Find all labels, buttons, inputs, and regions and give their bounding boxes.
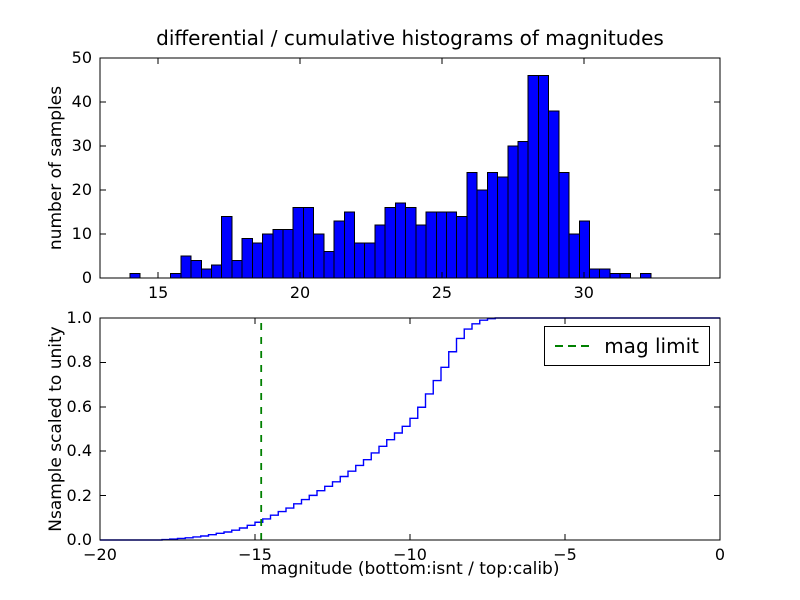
- histogram-bar: [180, 255, 192, 279]
- bottom-axes-y-tick-label: 0.4: [66, 441, 92, 461]
- histogram-bar: [517, 141, 529, 279]
- histogram-bar: [302, 207, 315, 279]
- legend: mag limit: [544, 326, 710, 366]
- histogram-bar: [578, 220, 590, 279]
- bottom-axes-y-tick-label: 0.8: [66, 352, 92, 372]
- bottom-axes-x-tick-label: −5: [553, 545, 577, 564]
- histogram-bar: [323, 251, 335, 279]
- top-axes-y-tick-label: 10: [71, 224, 92, 243]
- top-axes-y-tick-label: 30: [71, 136, 92, 155]
- histogram-bar: [425, 211, 437, 279]
- histogram-bar: [333, 220, 345, 279]
- histogram-bar: [609, 273, 621, 279]
- histogram-bar: [292, 207, 304, 279]
- histogram-bar: [384, 207, 396, 279]
- top-axes-x-tick-label: 20: [289, 283, 311, 302]
- histogram-bar: [588, 268, 601, 279]
- histogram-bar: [251, 242, 264, 279]
- bottom-axes-x-tick-label: −20: [83, 545, 117, 564]
- bottom-axes-x-tick-label: −15: [238, 545, 272, 564]
- bottom-y-axis-label: Nsample scaled to unity: [46, 326, 66, 532]
- bottom-axes-x-tick-label: −10: [393, 545, 427, 564]
- histogram-bar: [343, 211, 356, 279]
- histogram-bar: [507, 145, 519, 279]
- legend-label: mag limit: [604, 334, 699, 358]
- histogram-bar: [405, 207, 417, 279]
- histogram-bar: [170, 273, 182, 279]
- cumulative-step-line: [100, 317, 720, 541]
- histogram-bar: [262, 233, 274, 279]
- histogram-bar: [568, 233, 580, 279]
- histogram-bar: [200, 268, 213, 279]
- figure-title: differential / cumulative histograms of …: [156, 26, 664, 50]
- histogram-bar: [241, 237, 253, 279]
- histogram-bar: [486, 171, 499, 279]
- histogram-bar: [231, 259, 243, 279]
- histogram-bar: [527, 75, 539, 279]
- histogram-bar: [415, 224, 427, 279]
- top-axes-x-tick-label: 15: [147, 283, 169, 302]
- top-axes-y-tick-label: 50: [71, 48, 92, 67]
- x-axis-label: magnitude (bottom:isnt / top:calib): [260, 559, 560, 579]
- histogram-bar: [548, 110, 560, 279]
- histogram-bar: [599, 268, 611, 279]
- bottom-axes-y-tick-label: 0.0: [66, 530, 92, 549]
- histogram-bar: [190, 259, 202, 279]
- histogram-bar: [129, 273, 141, 279]
- histogram-bar: [456, 215, 468, 279]
- bottom-axes-x-tick-label: 0: [714, 545, 726, 564]
- histogram-bar: [313, 233, 325, 279]
- histogram-bar: [354, 242, 366, 279]
- histogram-bar: [374, 224, 386, 279]
- histogram-bar: [537, 75, 550, 279]
- histogram-bar: [394, 202, 407, 279]
- bottom-axes-y-tick-label: 0.6: [66, 396, 92, 416]
- histogram-bar: [435, 211, 447, 279]
- histogram-bar: [211, 264, 223, 279]
- histogram-bar: [272, 229, 284, 279]
- top-y-axis-label: number of samples: [46, 85, 66, 251]
- legend-dashed-line-icon: [555, 345, 593, 347]
- top-axes-spines: [99, 57, 721, 279]
- top-axes-y-tick-label: 0: [81, 268, 92, 287]
- top-axes-x-tick-label: 30: [573, 283, 594, 302]
- top-axes-x-tick-label: 25: [431, 283, 453, 302]
- histogram-bar: [558, 171, 570, 279]
- histogram-bar: [282, 229, 294, 279]
- histogram-bar: [476, 189, 488, 279]
- histogram-bar: [466, 171, 478, 279]
- histogram-bar: [221, 215, 233, 279]
- bottom-axes-y-tick-label: 1.0: [66, 308, 92, 327]
- top-axes-y-tick-label: 40: [71, 92, 92, 111]
- histogram-bar: [445, 211, 458, 279]
- histogram-bar: [640, 273, 652, 279]
- bottom-axes-y-tick-label: 0.2: [66, 485, 92, 505]
- histogram-bar: [364, 242, 376, 279]
- top-axes-y-tick-label: 20: [71, 180, 92, 199]
- histogram-bar: [619, 273, 631, 279]
- histogram-bar: [497, 176, 509, 279]
